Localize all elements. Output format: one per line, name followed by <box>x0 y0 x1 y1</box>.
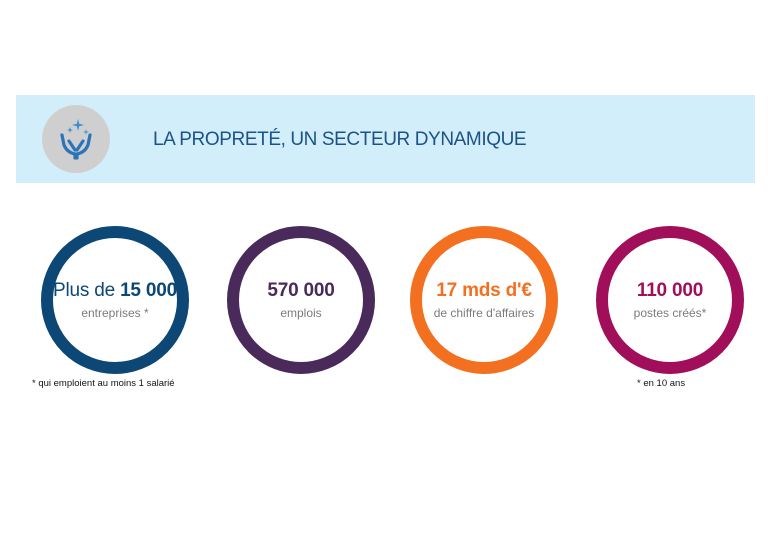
stat-prefix: Plus de <box>53 280 121 301</box>
stat-label: emplois <box>280 306 322 320</box>
hands-sparkle-icon <box>42 105 110 173</box>
title-banner: LA PROPRETÉ, UN SECTEUR DYNAMIQUE <box>16 95 755 183</box>
page-title: LA PROPRETÉ, UN SECTEUR DYNAMIQUE <box>153 129 527 150</box>
stat-label: entreprises * <box>81 306 149 320</box>
stat-circle-enterprises: Plus de 15 000 entreprises * <box>41 226 189 374</box>
stat-number: 15 000 <box>120 280 177 301</box>
stat-value: Plus de 15 000 <box>53 279 177 302</box>
stat-label: postes créés* <box>633 306 707 320</box>
stat-circle-revenue: 17 mds d'€ de chiffre d'affaires <box>410 226 558 374</box>
footnote-positions: * en 10 ans <box>637 378 686 389</box>
stat-circle-jobs: 570 000 emplois <box>227 226 375 374</box>
stat-value: 110 000 <box>636 280 704 301</box>
stat-label: de chiffre d'affaires <box>433 306 535 320</box>
footnote-enterprises: * qui emploient au moins 1 salarié <box>32 378 175 389</box>
stat-circle-positions: 110 000 postes créés* <box>596 226 744 374</box>
stat-value: 17 mds d'€ <box>436 280 532 301</box>
stat-value: 570 000 <box>267 280 335 301</box>
